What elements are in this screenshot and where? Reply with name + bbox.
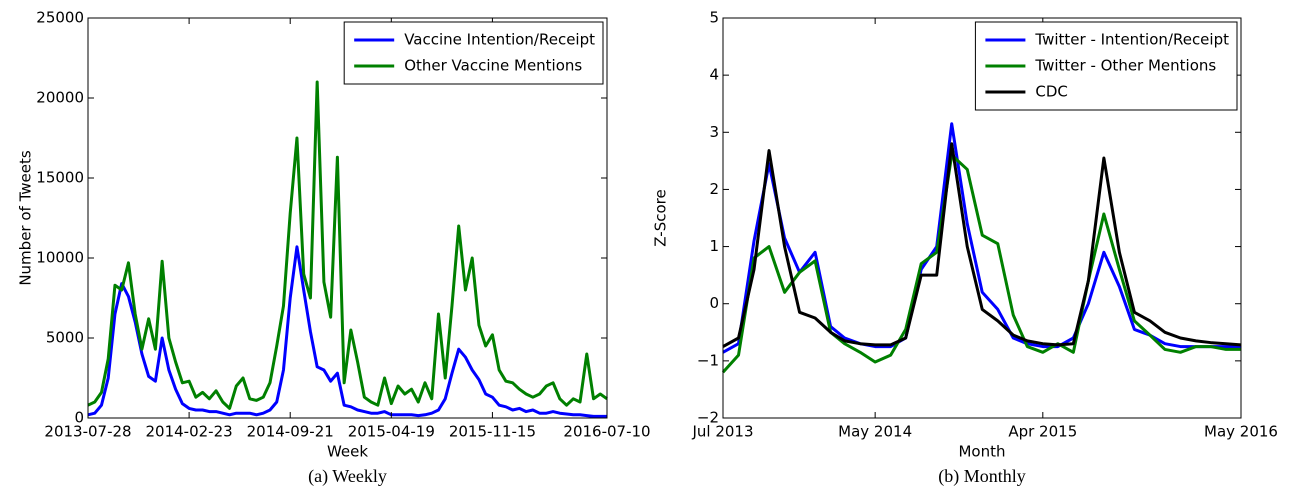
x-tick-label: 2015-04-19	[348, 423, 435, 441]
data-line	[722, 142, 1242, 348]
y-tick-label: 2	[709, 180, 719, 198]
y-tick-label: 4	[709, 66, 719, 84]
y-tick-label: 10000	[36, 249, 84, 267]
legend: Vaccine Intention/Receipt Other Vaccine M…	[343, 21, 604, 85]
legend-label: Twitter - Intention/Receipt	[1034, 31, 1229, 49]
legend-frame	[343, 21, 604, 85]
x-tick-label: Apr 2015	[1008, 423, 1077, 441]
y-tick-label: 1	[709, 237, 719, 255]
data-line	[721, 153, 1241, 374]
legend-label: Twitter - Other Mentions	[1034, 57, 1216, 75]
x-axis-label: Month	[958, 443, 1005, 461]
y-tick-label: 20000	[36, 89, 84, 107]
y-axis-label: Number of Tweets	[17, 150, 35, 286]
y-tick-label: 5000	[46, 329, 84, 347]
y-axis-label: Z-Score	[652, 189, 670, 246]
axes-frame	[722, 17, 1242, 419]
data-line	[87, 245, 607, 418]
y-tick-label: 0	[709, 294, 719, 312]
y-tick-label: 25000	[36, 9, 84, 27]
x-tick-label: 2013-07-28	[44, 423, 131, 441]
x-tick-label: May 2014	[838, 423, 912, 441]
x-tick-label: 2015-11-15	[449, 423, 536, 441]
axes-frame	[87, 17, 608, 419]
subplot: −2 −1 0 1 2 3 4 5 Jul 2013 May 2014 Apr 2015 May 20…	[652, 9, 1278, 488]
y-tick-label: 15000	[36, 169, 84, 187]
caption: (b) Monthly	[938, 466, 1026, 487]
x-tick-label: 2016-07-10	[563, 423, 650, 441]
x-tick-label: 2014-02-23	[146, 423, 233, 441]
y-tick-label: −2	[697, 409, 719, 427]
x-tick-label: May 2016	[1204, 423, 1278, 441]
y-tick-label: 3	[709, 123, 719, 141]
x-tick-label: 2014-09-21	[247, 423, 334, 441]
y-tick-label: −1	[697, 351, 719, 369]
legend-label: Other Vaccine Mentions	[404, 57, 582, 75]
caption: (a) Weekly	[308, 466, 387, 487]
legend-label: Vaccine Intention/Receipt	[404, 31, 595, 49]
legend: Twitter - Intention/Receipt Twitter - Oth…	[974, 21, 1238, 111]
subplot: 0 5000 10000 15000 20000 25000 2013-07-28 2014-…	[17, 9, 651, 488]
legend-label: CDC	[1035, 83, 1068, 101]
y-tick-label: 0	[74, 409, 84, 427]
data-line	[87, 80, 608, 410]
x-tick-label: Jul 2013	[691, 423, 753, 441]
y-tick-label: 5	[709, 9, 719, 27]
x-axis-label: Week	[327, 443, 368, 461]
